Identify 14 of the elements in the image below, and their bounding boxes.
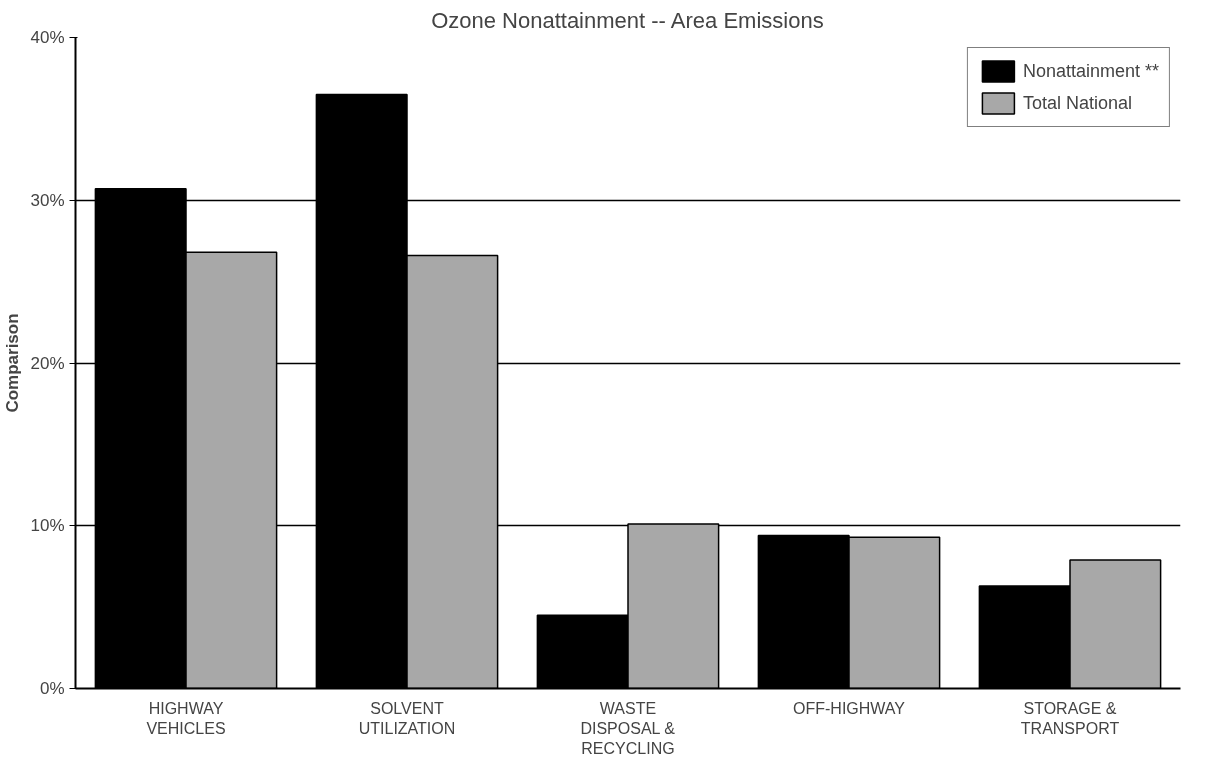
legend-label: Nonattainment **	[1022, 60, 1159, 82]
x-tick-label: HIGHWAY VEHICLES	[146, 699, 226, 737]
y-tick-label: 40%	[30, 28, 65, 47]
y-tick-label: 0%	[39, 679, 65, 698]
y-tick-label: 30%	[30, 190, 65, 210]
chart-title: Ozone Nonattainment -- Area Emissions	[431, 7, 824, 33]
x-tick-label: STORAGE & TRANSPORT	[1020, 699, 1120, 737]
y-axis-title: Comparison	[3, 313, 23, 413]
y-tick-label: 20%	[30, 353, 65, 373]
legend-label: Total National	[1022, 92, 1132, 114]
x-tick-label: SOLVENT UTILIZATION	[358, 699, 456, 737]
y-tick-label: 10%	[30, 516, 65, 536]
x-tick-label: OFF-HIGHWAY	[793, 699, 906, 717]
x-tick-label: WASTE DISPOSAL & RECYCLING	[580, 699, 676, 758]
